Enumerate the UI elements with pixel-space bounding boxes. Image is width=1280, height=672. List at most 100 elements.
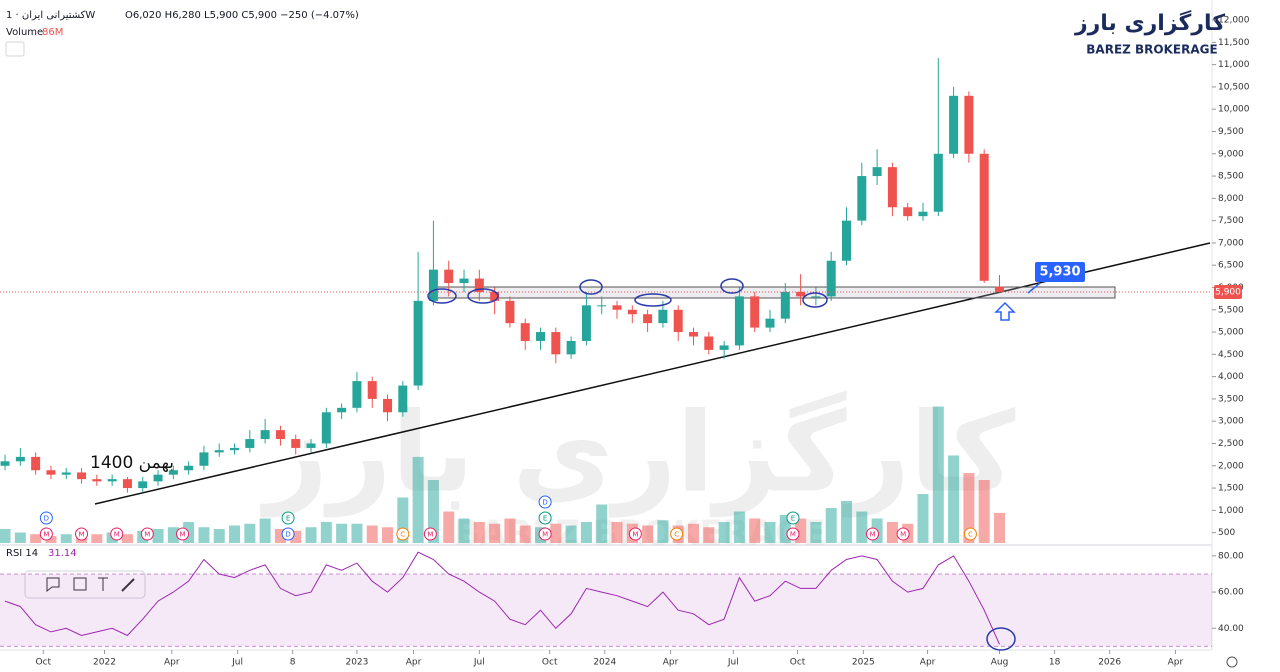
volume-bar [213, 529, 225, 543]
candle-body [826, 260, 836, 297]
volume-bar [45, 536, 57, 543]
tool-text[interactable] [98, 577, 108, 591]
volume-bar [336, 523, 348, 543]
event-marker [963, 527, 977, 541]
volume-bar [764, 522, 776, 543]
collapse-button[interactable] [5, 41, 25, 57]
candle-body [964, 95, 974, 154]
drawing-toolbar [24, 570, 146, 599]
rsi-tick-label: 80.00 [1218, 551, 1244, 561]
candle-body [581, 305, 591, 341]
volume-bar [229, 525, 241, 543]
y-tick-label: 7,500 [1218, 216, 1244, 226]
candle-body [536, 332, 546, 341]
x-tick-label: Jul [231, 658, 243, 668]
volume-bar [244, 523, 256, 543]
candle-body [520, 323, 530, 341]
x-tick-label: 2025 [852, 658, 875, 668]
volume-bar [427, 480, 439, 543]
candle-body [658, 309, 668, 324]
level-pointer [1027, 282, 1041, 294]
candle-body [92, 479, 102, 482]
candle-body [627, 309, 637, 315]
candle-body [704, 336, 714, 350]
candle-body [291, 439, 301, 448]
y-tick-label: 3,500 [1218, 394, 1244, 404]
candle-body [184, 465, 194, 471]
candle-body [413, 300, 423, 386]
volume-bar [978, 480, 990, 543]
volume-bar [779, 515, 791, 543]
candle-body [566, 340, 576, 355]
candle-body [367, 381, 377, 399]
x-tick-label: Apr [663, 658, 679, 668]
volume-bar [642, 525, 654, 543]
volume-bar [91, 534, 103, 543]
event-label: C [400, 531, 405, 539]
volume-bar [397, 497, 409, 543]
tool-rect[interactable] [73, 577, 87, 591]
volume-bar [886, 522, 898, 543]
candle-body [734, 296, 744, 346]
event-label: E [543, 515, 547, 523]
candle-body [306, 443, 316, 448]
candle-body [459, 278, 469, 284]
x-tick-label: Apr [164, 658, 180, 668]
event-marker [110, 527, 124, 541]
y-tick-label: 7,000 [1218, 238, 1244, 248]
candle-body [490, 291, 500, 301]
x-tick-label: Oct [36, 658, 52, 668]
y-tick-label: 8,000 [1218, 194, 1244, 204]
volume-bar [688, 523, 700, 543]
volume-bar [30, 534, 42, 543]
candle-body [857, 176, 867, 221]
event-label: M [179, 531, 185, 539]
event-label: C [968, 531, 973, 539]
settings-button[interactable] [1226, 656, 1238, 668]
y-tick-label: 6,500 [1218, 261, 1244, 271]
event-label: M [790, 531, 796, 539]
volume-bar [703, 527, 715, 543]
rsi-tick-label: 40.00 [1218, 624, 1244, 634]
candle-body [398, 385, 408, 413]
candle-body [168, 470, 178, 475]
tool-line[interactable] [121, 578, 135, 592]
volume-bar [948, 455, 960, 543]
volume-bar [382, 527, 394, 543]
x-tick-label: Oct [790, 658, 806, 668]
volume-bar [565, 525, 577, 543]
candle-body [122, 479, 132, 489]
x-tick-label: Apr [1168, 658, 1184, 668]
event-marker [866, 527, 880, 541]
event-marker [896, 527, 910, 541]
volume-bar [458, 518, 470, 543]
volume-bar [366, 525, 378, 543]
y-tick-label: 1,500 [1218, 484, 1244, 494]
volume-bar [320, 522, 332, 543]
candle-body [153, 474, 163, 482]
last-price-label: 5,900 [1215, 287, 1241, 297]
tool-callout[interactable] [46, 577, 60, 593]
candle-body [46, 470, 56, 475]
candle-body [61, 472, 71, 475]
event-label: D [542, 499, 547, 507]
volume-value: 86M [42, 27, 63, 38]
volume-bar [259, 518, 271, 543]
y-tick-label: 9,000 [1218, 149, 1244, 159]
candle-body [796, 291, 806, 297]
volume-bar [167, 527, 179, 543]
x-tick-label: Jul [727, 658, 739, 668]
candle-body [199, 452, 209, 466]
level-box [1035, 262, 1085, 282]
event-marker [396, 527, 410, 541]
volume-bar [749, 518, 761, 543]
event-marker [786, 527, 800, 541]
volume-bar [473, 522, 485, 543]
y-tick-label: 1,000 [1218, 506, 1244, 516]
volume-bar [443, 511, 455, 543]
candle-body [0, 461, 10, 466]
volume-bar [152, 529, 164, 543]
candle-body [77, 472, 87, 480]
volume-bar [596, 504, 608, 543]
